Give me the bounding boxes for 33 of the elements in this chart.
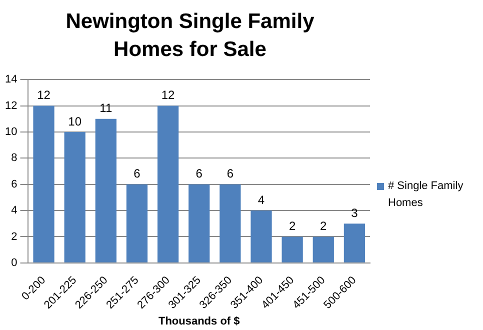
bar	[250, 210, 272, 262]
y-tick-label: 4	[11, 204, 18, 217]
bar	[157, 106, 179, 262]
bar	[282, 236, 303, 262]
bar	[312, 236, 334, 262]
data-label: 6	[226, 166, 234, 181]
data-label: 12	[37, 88, 51, 102]
data-label: 10	[68, 114, 82, 128]
data-label: 6	[134, 166, 141, 181]
bar	[95, 118, 116, 262]
y-tick-label: 12	[4, 100, 18, 112]
data-label: 2	[288, 219, 296, 234]
x-axis-title: Thousands of $	[158, 315, 240, 328]
bar	[344, 224, 366, 262]
data-label: 3	[351, 206, 358, 220]
y-tick-label: 14	[4, 74, 18, 86]
bar	[64, 132, 86, 262]
bar	[126, 184, 148, 262]
data-label: 2	[320, 219, 328, 234]
chart-title: Newington Single Family Homes for Sale	[64, 9, 316, 63]
bar	[33, 106, 54, 262]
y-tick-label: 2	[11, 230, 18, 243]
bar	[188, 184, 210, 262]
legend-label: # Single Family Homes	[388, 179, 464, 211]
y-tick-label: 0	[11, 256, 18, 269]
bar	[220, 184, 241, 262]
data-label: 12	[161, 88, 176, 102]
y-tick-label: 10	[4, 126, 18, 138]
y-tick-label: 8	[11, 152, 18, 164]
data-label: 4	[258, 192, 265, 207]
data-label: 11	[100, 101, 112, 116]
y-tick-label: 6	[11, 178, 18, 190]
data-label: 6	[196, 166, 203, 181]
